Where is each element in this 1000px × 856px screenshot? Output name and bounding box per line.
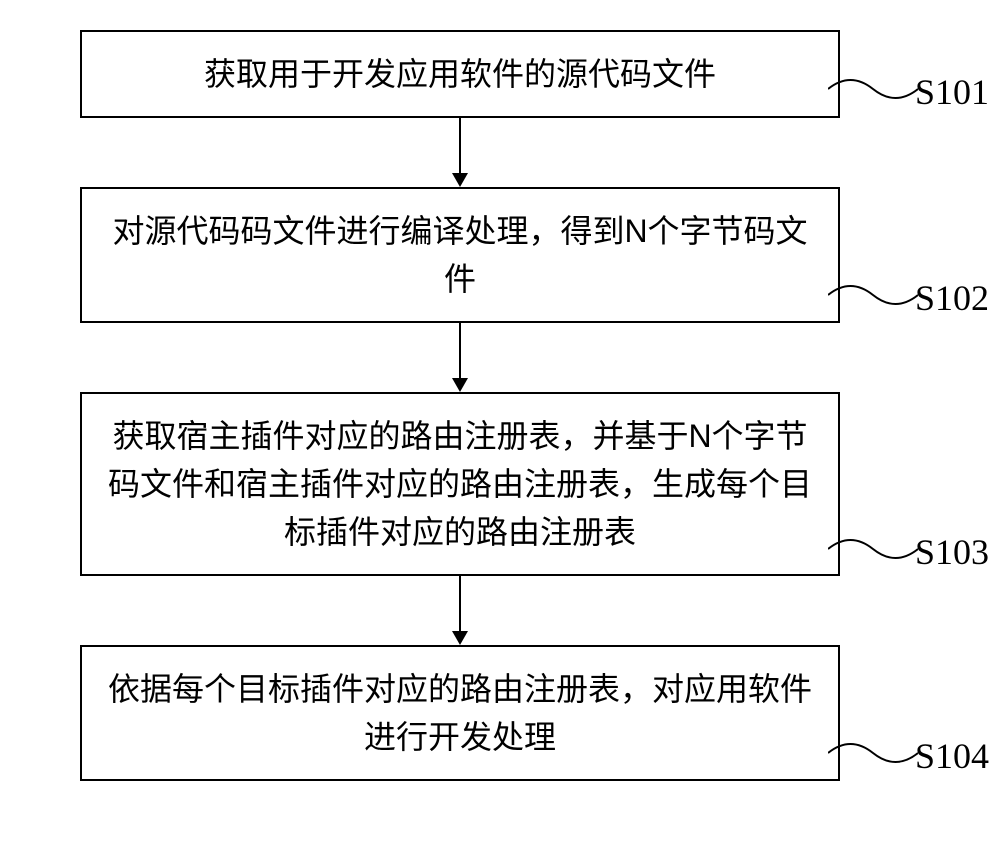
step-text: 依据每个目标插件对应的路由注册表，对应用软件进行开发处理: [102, 665, 818, 761]
step-label: S103: [915, 531, 989, 573]
wave-connector: [828, 529, 918, 569]
arrow-line: [459, 118, 461, 173]
wave-connector: [828, 69, 918, 109]
step-s102: 对源代码码文件进行编译处理，得到N个字节码文件 S102: [0, 187, 1000, 323]
wave-connector: [828, 733, 918, 773]
arrow-line: [459, 576, 461, 631]
step-box: 对源代码码文件进行编译处理，得到N个字节码文件: [80, 187, 840, 323]
flowchart-container: 获取用于开发应用软件的源代码文件 S101 对源代码码文件进行编译处理，得到N个…: [0, 30, 1000, 781]
step-label: S102: [915, 277, 989, 319]
step-label: S104: [915, 735, 989, 777]
step-box: 获取宿主插件对应的路由注册表，并基于N个字节码文件和宿主插件对应的路由注册表，生…: [80, 392, 840, 576]
arrow-connector: [452, 118, 468, 187]
arrow-head-icon: [452, 378, 468, 392]
arrow-line: [459, 323, 461, 378]
step-s104: 依据每个目标插件对应的路由注册表，对应用软件进行开发处理 S104: [0, 645, 1000, 781]
step-box: 获取用于开发应用软件的源代码文件: [80, 30, 840, 118]
step-text: 获取宿主插件对应的路由注册表，并基于N个字节码文件和宿主插件对应的路由注册表，生…: [102, 412, 818, 556]
step-label: S101: [915, 71, 989, 113]
step-text: 对源代码码文件进行编译处理，得到N个字节码文件: [102, 207, 818, 303]
arrow-connector: [452, 323, 468, 392]
wave-connector: [828, 275, 918, 315]
step-s103: 获取宿主插件对应的路由注册表，并基于N个字节码文件和宿主插件对应的路由注册表，生…: [0, 392, 1000, 576]
step-s101: 获取用于开发应用软件的源代码文件 S101: [0, 30, 1000, 118]
arrow-head-icon: [452, 631, 468, 645]
arrow-head-icon: [452, 173, 468, 187]
step-text: 获取用于开发应用软件的源代码文件: [204, 50, 716, 98]
step-box: 依据每个目标插件对应的路由注册表，对应用软件进行开发处理: [80, 645, 840, 781]
arrow-connector: [452, 576, 468, 645]
